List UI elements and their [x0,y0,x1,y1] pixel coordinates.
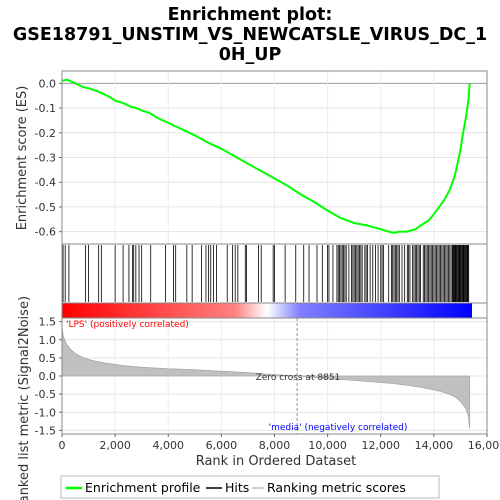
metric-tick-label: -0.5 [35,388,56,401]
title-line-3: 0H_UP [219,45,282,65]
es-tick-label: -0.4 [35,176,56,189]
es-tick-label: -0.6 [35,226,56,239]
enrichment-profile-line [61,78,471,234]
es-tick-label: 0.0 [39,77,57,90]
positive-correlation-label: 'LPS' (positively correlated) [66,320,189,330]
metric-tick-label: -1.5 [35,424,56,437]
legend-enrichment-label: Enrichment profile [85,480,201,495]
x-tick-label: 6,000 [206,439,238,452]
metric-tick-label: 0.5 [39,352,57,365]
x-tick-label: 4,000 [153,439,185,452]
hits-lines [62,245,470,302]
metric-y-ticks: 1.5 1.0 0.5 0.0 -0.5 -1.0 -1.5 [35,316,62,437]
ranking-metric-area [61,327,471,429]
metric-tick-label: 1.0 [39,334,57,347]
es-tick-label: -0.5 [35,201,56,214]
metric-y-axis-label: Ranked list metric (Signal2Noise) [17,296,32,500]
es-tick-label: -0.3 [35,152,56,165]
x-tick-label: 16,000 [468,439,500,452]
title-line-2: GSE18791_UNSTIM_VS_NEWCATSLE_VIRUS_DC_1 [13,25,487,45]
es-tick-label: -0.2 [35,127,56,140]
x-tick-label: 12,000 [362,439,401,452]
x-tick-label: 0 [59,439,66,452]
hits-panel [61,243,488,304]
legend-metric-label: Ranking metric scores [267,480,406,495]
title-line-1: Enrichment plot: [168,5,333,25]
x-tick-label: 8,000 [259,439,291,452]
es-panel: 0.0 -0.1 -0.2 -0.3 -0.4 -0.5 -0.6 Enrichment s… [15,70,488,245]
metric-tick-label: -1.0 [35,406,56,419]
metric-tick-label: 1.5 [39,316,57,329]
x-axis-label: Rank in Ordered Dataset [196,454,357,469]
x-tick-label: 10,000 [308,439,347,452]
metric-x-ticks: 0 2,000 4,000 6,000 8,000 10,000 12,000 14,000 1… [59,434,500,452]
rank-color-bar [62,303,472,318]
x-tick-label: 14,000 [415,439,454,452]
x-tick-label: 2,000 [99,439,131,452]
metric-tick-label: 0.0 [39,370,57,383]
metric-panel: 1.5 1.0 0.5 0.0 -0.5 -1.0 -1.5 0 2,000 4,000 6,00… [17,296,500,500]
legend: Enrichment profile Hits Ranking metric s… [60,475,440,499]
legend-hits-label: Hits [225,480,249,495]
legend-box [60,475,440,499]
es-y-axis-label: Enrichment score (ES) [15,86,30,231]
es-tick-label: -0.1 [35,102,56,115]
zero-cross-label: Zero cross at 8851 [256,373,341,383]
negative-correlation-label: 'media' (negatively correlated) [269,423,408,433]
es-y-ticks: 0.0 -0.1 -0.2 -0.3 -0.4 -0.5 -0.6 [35,77,62,239]
